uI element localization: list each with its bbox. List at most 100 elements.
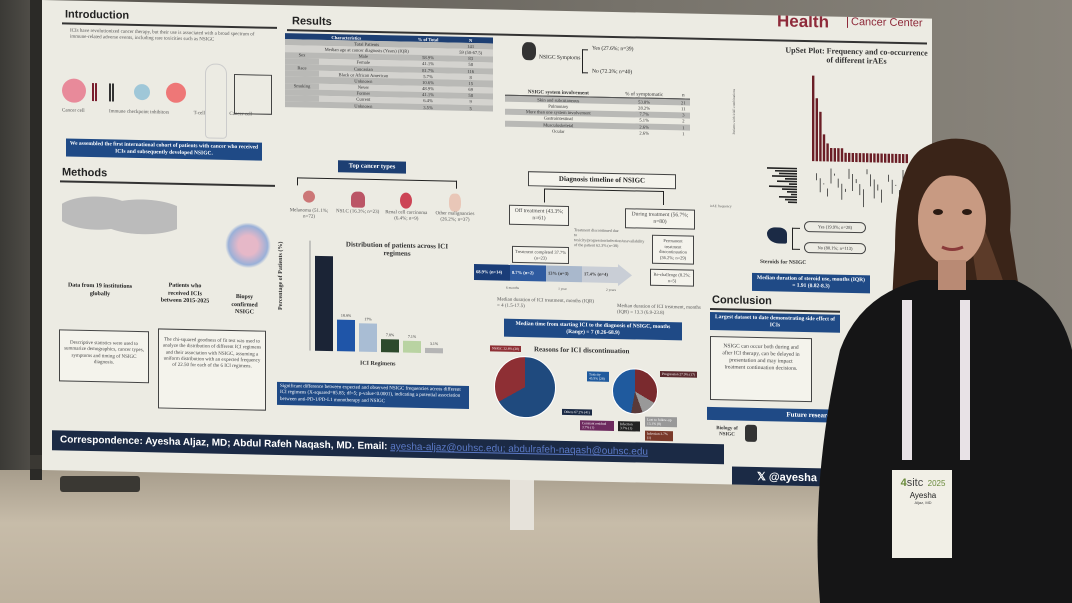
black-jacket (817, 280, 1072, 603)
lanyard (902, 300, 912, 460)
lungs-icon (350, 191, 365, 208)
introduction-text: ICIs have revolutionized cancer therapy,… (70, 28, 255, 43)
timeline-segment: 17.4% (n=4) (582, 266, 618, 284)
bar-value-label: 7.8% (386, 332, 395, 337)
bar-chart-xlabel: ICI Regimens (360, 360, 396, 368)
email-links[interactable]: ayesha-aljaz@ouhsc.edu; abdulrafeh-naqas… (390, 441, 648, 458)
kidney-icon (400, 192, 413, 209)
biology-label: Biology of NSIGC (716, 426, 738, 438)
conclusion-box: NSIGC can occur both during and after IC… (710, 335, 812, 403)
upset-plot (767, 75, 909, 208)
introduction-heading: Introduction (65, 8, 130, 22)
upset-bar (833, 148, 836, 162)
connector (544, 188, 664, 206)
badge-event: sitc (906, 477, 924, 489)
timeline-segment: 13% (n=3) (546, 265, 582, 283)
cancer-cell-illustration (166, 82, 186, 104)
timeline-title: Diagnosis timeline of NSIGC (528, 171, 676, 190)
irae-frequency-bar (779, 196, 797, 199)
connector (792, 227, 800, 250)
reasons-title: Reasons for ICI discontinuation (534, 345, 630, 356)
microscope-icon (745, 424, 757, 442)
upset-bar (812, 75, 815, 162)
off-treatment-box: Off treatment (43.3%; n=61) (509, 204, 569, 226)
bar (403, 340, 421, 353)
upset-bar (891, 153, 894, 163)
upset-bar (862, 153, 865, 163)
upset-bar (880, 153, 883, 163)
irae-frequency-bar (782, 188, 797, 191)
upset-bar (837, 148, 840, 162)
timeline-tick: 2 years (605, 287, 616, 293)
cancer-cell-illustration (62, 78, 86, 103)
bar (425, 347, 443, 354)
irae-frequency-bar (785, 177, 797, 180)
discontinuation-pie-chart (494, 355, 556, 419)
irae-frequency-bar (779, 172, 797, 175)
divider (62, 22, 277, 29)
face (918, 174, 986, 266)
name-badge (892, 470, 952, 558)
cancer-type-label: NSLC (16.3%; n=23) (336, 209, 380, 216)
top-cancer-types-label: Top cancer types (338, 160, 406, 174)
illustration-label: Cancer cell (229, 111, 252, 118)
table-cell: 2.6% (639, 130, 649, 136)
pie-label: Others 67.2% (41) (562, 408, 592, 416)
upset-bar (858, 153, 862, 163)
biopsy-cell-illustration (225, 221, 271, 269)
bar (337, 319, 355, 352)
research-poster: Health Cancer Center Introduction ICIs h… (42, 0, 932, 489)
badge-year: 2025 (927, 479, 946, 488)
badge-text: 4sitc 2025 Ayesha Aljaz, MD (893, 473, 953, 505)
patient-icon (522, 42, 536, 61)
poster-stand-frame (30, 0, 42, 480)
upset-bar (898, 153, 901, 163)
illustration-label: T-cell (193, 111, 206, 117)
illustration-label: Immune checkpoint inhibitors (108, 109, 170, 116)
upset-bar (848, 152, 851, 162)
upset-bar (851, 152, 854, 163)
upset-ylabel: Patients with irAE combinations (732, 88, 736, 135)
stand-base (60, 476, 140, 492)
bar-value-label: 3.1% (430, 341, 439, 346)
upset-bar (866, 153, 869, 163)
timeline-bar: 68.9% (n=14) 8.7% (n=2) 13% (n=3) 17.4% … (474, 264, 632, 287)
pie-label: Constant residual 3.7% (1) (580, 420, 614, 431)
microscope-illustration (234, 74, 272, 115)
irae-frequency-bar (769, 185, 797, 188)
table-cell: 3.5% (407, 103, 449, 111)
connector (297, 177, 457, 189)
pie-label: Lost to follow-up 13.1% (8) (645, 416, 677, 428)
irae-frequency-bar (791, 193, 797, 196)
symptoms-no: No (72.3%; n=40) (592, 68, 633, 76)
cancer-type-label: Other malignancies (26.2%; n=37) (435, 211, 475, 224)
discontinued-note: Treatment discontinued due to toxicity/p… (574, 227, 645, 249)
irae-frequency-bar (777, 180, 797, 183)
chi-squared-box: The chi-squared goodness of fit test was… (158, 328, 266, 411)
timeline-arrow (618, 264, 632, 287)
upset-bar (822, 134, 826, 162)
pie-label: Progression 27.9% (17) (660, 370, 698, 378)
badge-prefix: 4 (900, 477, 907, 489)
upset-xlabel: irAE frequency (710, 203, 732, 209)
correspondence-label: Correspondence: Ayesha Aljaz, MD; Abdul … (60, 434, 388, 453)
upset-bar (815, 98, 818, 162)
descriptive-statistics-box: Descriptive statistics were used to summ… (59, 329, 149, 384)
table-cell: 1 (682, 131, 685, 137)
significance-banner: Significant difference between expected … (277, 381, 469, 409)
upset-bar (884, 153, 887, 163)
symptoms-label: NSIGC Symptoms (539, 54, 581, 62)
antibody-illustration (92, 83, 114, 102)
irae-frequency-bar (788, 201, 797, 204)
cancer-type-label: Melanoma (51.1%; n=72) (289, 208, 329, 220)
pie-label: Infection 3.7% (1) (618, 421, 640, 432)
upset-bar (873, 153, 876, 163)
hand-pills-icon (767, 227, 787, 244)
upset-bar (902, 154, 905, 164)
characteristics-table: Characteristics % of Total N Total Patie… (285, 33, 493, 112)
upset-bar (855, 153, 858, 163)
upset-bar (876, 153, 880, 163)
table-cell (285, 101, 320, 109)
upset-bar (844, 152, 847, 162)
upset-bar (819, 111, 822, 162)
